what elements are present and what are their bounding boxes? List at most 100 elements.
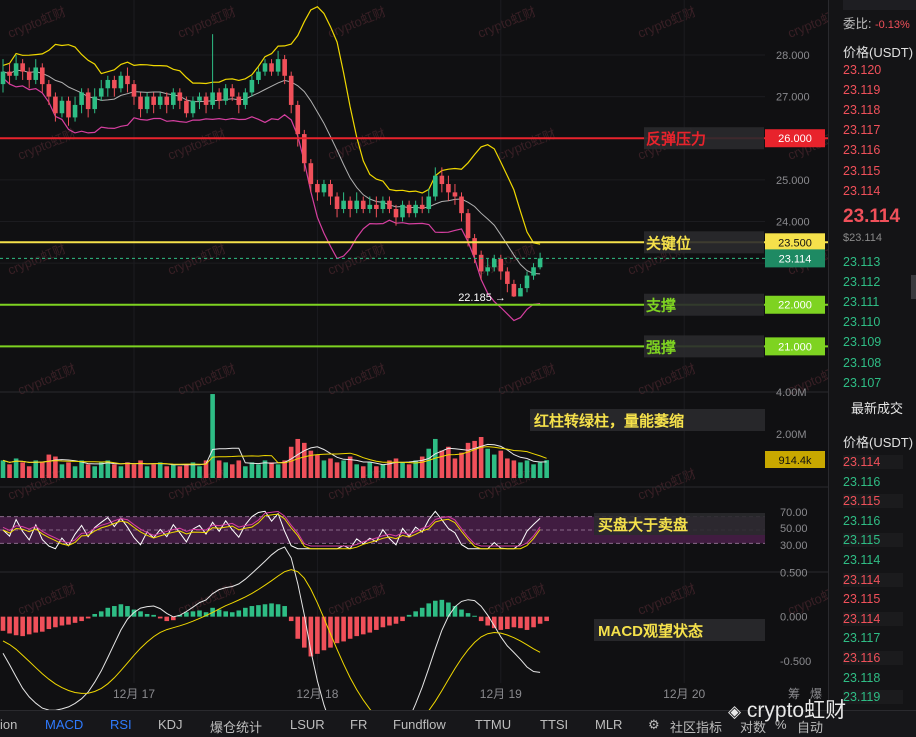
volume-bar — [302, 442, 307, 478]
candle-body — [177, 92, 183, 101]
settings-icon[interactable]: ⚙ — [648, 717, 660, 732]
trade-row[interactable]: 23.119 — [843, 690, 903, 704]
auto-scale-toggle[interactable]: 自动 — [797, 720, 824, 735]
volume-bar — [216, 460, 222, 478]
trade-row[interactable]: 23.114 — [843, 612, 903, 626]
trades-price-label: 价格(USDT) — [843, 435, 914, 450]
indicator-tab[interactable]: TTSI — [540, 717, 569, 732]
trade-row[interactable]: 23.115 — [843, 592, 881, 607]
panel-collapse-handle[interactable] — [911, 275, 916, 299]
volume-bar — [177, 466, 183, 478]
trade-row[interactable]: 23.114 — [843, 553, 881, 567]
volume-bar — [118, 466, 124, 478]
candle-body — [203, 96, 209, 105]
macd-histogram-bar — [118, 604, 124, 617]
candle-body — [269, 63, 274, 72]
indicator-tab[interactable]: Fundflow — [393, 717, 446, 732]
volume-bar — [138, 460, 143, 478]
ask-row[interactable]: 23.119 — [843, 83, 881, 98]
macd-histogram-bar — [452, 606, 458, 617]
ask-row[interactable]: 23.117 — [843, 123, 881, 138]
indicator-tab[interactable]: LSUR — [290, 717, 325, 732]
ask-row[interactable]: 23.118 — [843, 103, 881, 118]
trade-row[interactable]: 23.116 — [843, 513, 881, 528]
ask-row[interactable]: 23.116 — [843, 143, 881, 158]
indicator-tab[interactable]: FR — [350, 717, 368, 732]
ask-row[interactable]: 23.114 — [843, 183, 881, 198]
trade-row[interactable]: 23.118 — [843, 670, 881, 685]
indicator-tab[interactable]: MLR — [595, 717, 623, 732]
candle-body — [354, 200, 359, 209]
volume-bar — [380, 464, 386, 478]
candle-body — [275, 59, 281, 72]
indicator-tab[interactable]: RSI — [110, 717, 132, 732]
bid-row[interactable]: 23.110 — [843, 315, 881, 330]
candle-body — [439, 175, 445, 185]
trade-row[interactable]: 23.114 — [843, 573, 903, 587]
volume-bar — [157, 462, 163, 478]
candle-body — [387, 200, 392, 209]
macd-histogram-bar — [308, 616, 314, 657]
macd-histogram-bar — [151, 614, 156, 617]
candle-body — [400, 204, 405, 218]
candle-body — [393, 209, 399, 218]
macd-histogram-bar — [203, 612, 209, 617]
order-book-panel: 委比: -0.13% 价格(USDT) 23.120 23.119 23.118 23… — [828, 0, 916, 710]
indicator-tab[interactable]: ion — [0, 717, 18, 732]
candle-body — [282, 59, 287, 76]
bid-row[interactable]: 23.111 — [843, 295, 880, 310]
log-scale-toggle[interactable]: 对数 — [740, 720, 767, 735]
volume-ma-line — [2, 443, 547, 466]
ask-row[interactable]: 23.120 — [843, 63, 882, 77]
volume-bar — [518, 462, 523, 478]
macd-histogram-bar — [40, 616, 45, 632]
bid-row[interactable]: 23.107 — [843, 375, 882, 390]
candle-body — [478, 254, 484, 272]
macd-histogram-bar — [380, 616, 386, 628]
macd-histogram-bar — [341, 616, 346, 642]
macd-histogram-bar — [518, 616, 523, 629]
volume-bar — [85, 464, 91, 478]
volume-bar — [20, 462, 25, 478]
trade-row[interactable]: 23.115 — [843, 533, 903, 547]
macd-histogram-bar — [413, 611, 418, 617]
indicator-tab[interactable]: KDJ — [158, 717, 183, 732]
macd-histogram-bar — [112, 606, 117, 617]
volume-bar — [485, 448, 490, 478]
community-indicator-tab[interactable]: 社区指标 — [670, 720, 723, 735]
bid-row[interactable]: 23.109 — [843, 335, 882, 350]
macd-histogram-bar — [157, 616, 163, 619]
macd-histogram-bar — [236, 610, 242, 617]
chart-canvas[interactable]: crypto虹财 crypto虹财 crypto虹财 crypto虹财 crypto虹财… — [0, 0, 828, 710]
indicator-tab[interactable]: 爆仓统计 — [210, 720, 263, 735]
trade-row[interactable]: 23.116 — [843, 474, 881, 489]
volume-bar — [360, 466, 366, 478]
percent-scale-toggle[interactable]: % — [775, 717, 787, 732]
candle-body — [243, 92, 248, 105]
ask-row[interactable]: 23.115 — [843, 163, 881, 178]
volume-bar — [328, 458, 333, 478]
recent-trades-title[interactable]: 最新成交 — [851, 401, 904, 416]
indicator-tab[interactable]: TTMU — [475, 717, 512, 732]
macd-histogram-bar — [537, 616, 543, 624]
bid-row[interactable]: 23.108 — [843, 355, 882, 370]
volume-bar — [308, 450, 314, 478]
price-column-label: 价格(USDT) — [843, 45, 914, 60]
volume-bar — [288, 446, 294, 478]
volume-bar — [66, 462, 71, 478]
trade-row[interactable]: 23.115 — [843, 494, 903, 508]
candle-body — [511, 283, 517, 297]
candle-body — [419, 204, 425, 209]
bid-row[interactable]: 23.112 — [843, 275, 881, 290]
trade-row[interactable]: 23.116 — [843, 651, 903, 665]
trade-row[interactable]: 23.117 — [843, 631, 881, 646]
bid-row[interactable]: 23.113 — [843, 255, 881, 269]
macd-histogram-bar — [216, 609, 222, 617]
volume-bar — [511, 460, 517, 478]
trade-row[interactable]: 23.114 — [843, 455, 903, 469]
volume-bar — [367, 462, 373, 478]
candle-body — [308, 163, 314, 185]
volume-bar — [144, 466, 150, 478]
candle-body — [256, 71, 261, 80]
indicator-tab[interactable]: MACD — [45, 717, 84, 732]
